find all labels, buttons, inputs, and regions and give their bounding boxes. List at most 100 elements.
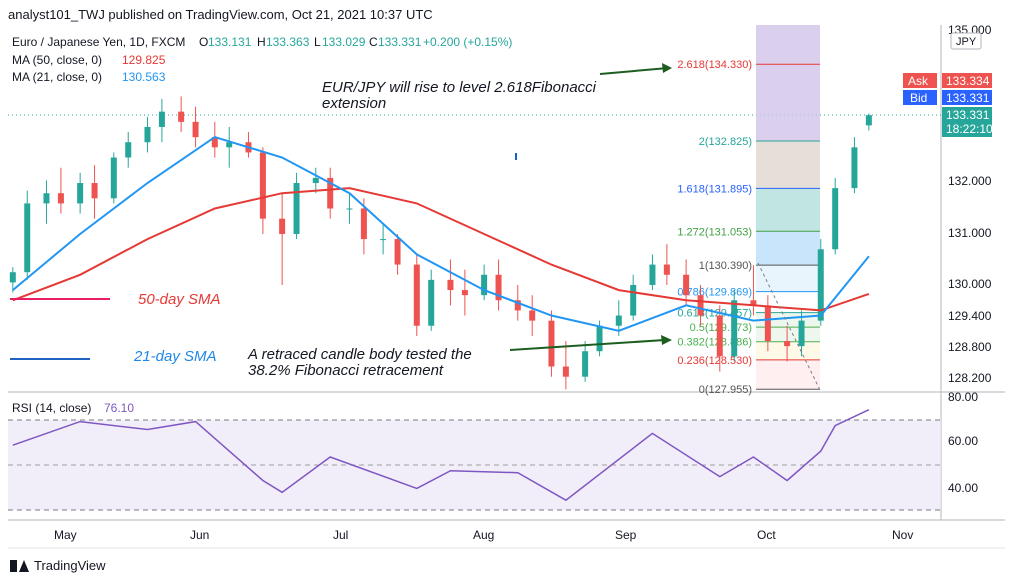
bid-value-tag	[942, 90, 992, 105]
candle-body	[158, 111, 165, 127]
candle-body	[865, 115, 872, 126]
candle-body	[327, 177, 334, 209]
candle-body	[514, 300, 521, 311]
time-label: Aug	[473, 528, 494, 542]
candle-body	[529, 310, 536, 321]
candle-body	[43, 193, 50, 204]
candle-body	[683, 274, 690, 296]
candle-body	[548, 320, 555, 367]
ma21-line[interactable]	[12, 136, 870, 332]
fib-zone	[756, 359, 820, 390]
legend-h-value: 133.363	[266, 35, 310, 49]
fib-level-label: 2(132.825)	[699, 136, 752, 148]
rsi-tick: 80.00	[948, 390, 978, 404]
candle-body	[9, 272, 16, 283]
candle-body	[798, 320, 805, 347]
legend-c-value: 133.331	[378, 35, 422, 49]
candle-body	[582, 351, 589, 377]
tradingview-logo-icon	[10, 559, 29, 572]
annotation-rise-line1[interactable]: EUR/JPY will rise to level 2.618Fibonacc…	[322, 79, 597, 96]
fib-level-label: 0.786(129.869)	[677, 287, 752, 299]
candle-body	[562, 366, 569, 377]
rsi-line[interactable]	[12, 409, 870, 502]
fib-level-label: 0(127.955)	[699, 384, 752, 396]
candle-body	[226, 142, 233, 148]
last-price-tag	[942, 107, 992, 137]
bid-tag	[903, 90, 937, 105]
candle-body	[495, 274, 502, 301]
legend-symbol: Euro / Japanese Yen, 1D, FXCM	[12, 35, 185, 49]
legend-l-label: L	[314, 35, 321, 49]
candle-body	[851, 147, 858, 189]
fib-zone	[756, 231, 820, 266]
legend-change: +0.200 (+0.15%)	[423, 35, 512, 49]
candle-body	[649, 264, 656, 285]
candle-body	[596, 325, 603, 352]
fib-zone	[756, 265, 820, 292]
candle-body	[144, 126, 151, 143]
candle-body	[817, 249, 824, 321]
candle-body	[663, 264, 670, 275]
candle-body	[630, 284, 637, 316]
time-axis[interactable]: May Jun Jul Aug Sep Oct Nov	[54, 528, 913, 542]
annotation-retrace-line2[interactable]: 38.2% Fibonacci retracement	[248, 362, 444, 379]
annotation-sma21[interactable]: 21-day SMA	[133, 348, 217, 365]
last-price-value: 133.331	[946, 108, 990, 122]
time-label: Jun	[190, 528, 209, 542]
candle-body	[394, 239, 401, 265]
published-line: analyst101_TWJ published on TradingView.…	[8, 7, 433, 22]
ask-value-tag	[942, 73, 992, 88]
candle-body	[110, 157, 117, 199]
price-tick: 128.800	[948, 340, 992, 354]
legend-ma21-label: MA (21, close, 0)	[12, 70, 102, 84]
price-scale[interactable]: 135.000 JPY 132.000 131.000 130.000 129.…	[903, 23, 993, 385]
candle-body	[360, 208, 367, 240]
bar-countdown: 18:22:10	[946, 122, 993, 136]
legend-o-label: O	[199, 35, 208, 49]
candle-body	[211, 137, 218, 148]
legend-c-label: C	[369, 35, 378, 49]
arrow-to-2618[interactable]	[599, 63, 672, 75]
legend-o-value: 133.131	[208, 35, 252, 49]
fib-level-label: 2.618(134.330)	[677, 59, 752, 71]
arrow-to-382[interactable]	[509, 335, 672, 351]
annotation-retrace-line1[interactable]: A retraced candle body tested the	[247, 346, 472, 363]
candle-body	[346, 208, 353, 210]
fib-level-label: 1.618(131.895)	[677, 183, 752, 195]
legend-rsi-value: 76.10	[104, 401, 134, 415]
legend-ma50-label: MA (50, close, 0)	[12, 53, 102, 67]
time-label: May	[54, 528, 77, 542]
rsi-scale[interactable]: 80.00 60.00 40.00	[948, 390, 978, 495]
price-tick: 128.200	[948, 371, 992, 385]
annotation-rise-line2[interactable]: extension	[322, 95, 386, 112]
fib-zone	[756, 140, 820, 189]
candle-body	[731, 300, 738, 357]
fib-level-label: 1(130.390)	[699, 260, 752, 272]
candle-body	[428, 279, 435, 326]
fib-zone	[756, 25, 820, 65]
candle-body	[413, 264, 420, 326]
ma50-line[interactable]	[12, 187, 870, 312]
fib-zone	[756, 188, 820, 232]
time-label: Jul	[333, 528, 348, 542]
fibonacci-extension[interactable]: 2.618(134.330) 2(132.825) 1.618(131.895) 1.…	[677, 25, 820, 396]
fib-level-label: 0.382(128.886)	[677, 337, 752, 349]
legend-ma21-value: 130.563	[122, 70, 166, 84]
ask-label: Ask	[908, 74, 929, 88]
currency-box[interactable]	[950, 32, 982, 50]
candle-body	[279, 218, 286, 234]
candle-body	[784, 341, 791, 347]
candle-body	[481, 274, 488, 296]
time-label: Sep	[615, 528, 637, 542]
price-tick: 130.000	[948, 277, 992, 291]
legend-ma50-value: 129.825	[122, 53, 166, 67]
candle-body	[259, 152, 266, 219]
annotation-sma50[interactable]: 50-day SMA	[138, 291, 221, 308]
candle-body	[178, 111, 185, 122]
candle-body	[77, 183, 84, 204]
tradingview-footer[interactable]: TradingView	[10, 558, 106, 573]
legend-h-label: H	[257, 35, 266, 49]
candle-body	[447, 279, 454, 291]
time-label: Nov	[892, 528, 913, 542]
